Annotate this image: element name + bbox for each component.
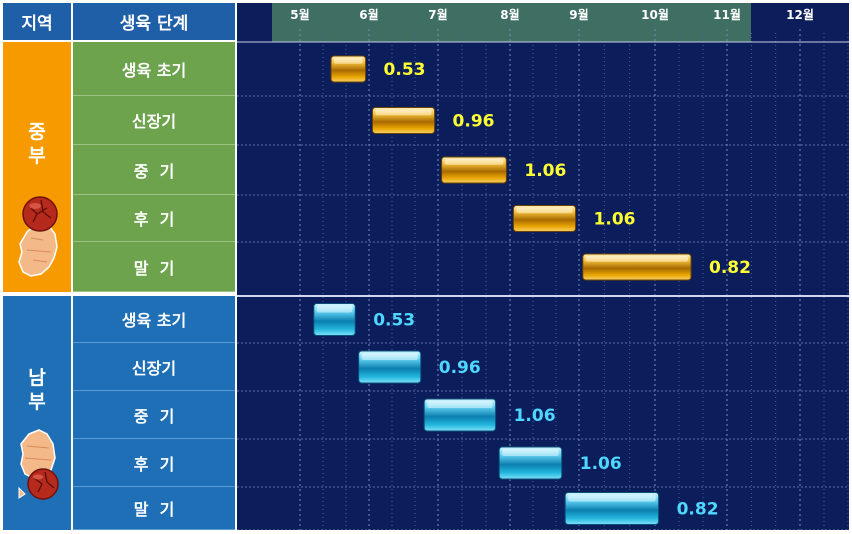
stage-label-text: 중 기 (133, 161, 175, 181)
bar-highlight (568, 494, 656, 502)
stage-label-남부-4: 말 기 (73, 487, 235, 530)
bar-value-label: 1.06 (514, 406, 556, 426)
chart-plot-area: 5월 6월 7월 8월 9월 10월 11월 12월 0.53 0.96 1.06 1.06 0.82… (237, 3, 849, 531)
stage-label-text: 후 기 (133, 210, 175, 229)
bar-중부-1 (371, 107, 436, 134)
month-tick-label: 11월 (713, 7, 741, 22)
bar-value-label: 1.06 (524, 161, 566, 181)
bar-남부-0 (313, 303, 356, 336)
stage-label-text: 신장기 (131, 358, 177, 378)
bar-중부-4 (582, 253, 692, 281)
region-central-char-1: 중 (28, 121, 46, 143)
stage-label-text: 생육 초기 (121, 60, 187, 80)
month-tick-label: 7월 (428, 7, 447, 22)
stage-column-header: 생육 단계 (73, 3, 235, 40)
stage-label-text: 신장기 (131, 112, 177, 131)
bar-value-label: 1.06 (594, 210, 636, 230)
stage-label-중부-0: 생육 초기 (73, 42, 235, 96)
stage-label-남부-1: 신장기 (73, 343, 235, 391)
region-column-header-text: 지역 (21, 14, 53, 34)
korea-map-south-icon (18, 429, 59, 500)
region-south-char-2: 부 (28, 391, 46, 413)
gantt-chart: 5월 6월 7월 8월 9월 10월 11월 12월 0.53 0.96 1.06 1.06 0.82… (237, 3, 849, 531)
bar-value-label: 0.96 (453, 112, 495, 132)
bar-value-label: 0.53 (373, 311, 415, 331)
region-central-char-2: 부 (28, 145, 46, 167)
stage-label-text: 후 기 (133, 454, 175, 474)
month-tick-label: 8월 (500, 7, 519, 22)
bar-highlight (316, 305, 353, 313)
bar-남부-4 (564, 492, 660, 525)
bar-중부-0 (330, 55, 367, 83)
bar-남부-2 (423, 398, 497, 432)
stage-label-중부-4: 말 기 (73, 242, 235, 292)
stage-label-text: 중 기 (133, 406, 175, 426)
stage-label-중부-2: 중 기 (73, 145, 235, 195)
bar-highlight (361, 353, 418, 361)
bar-value-label: 0.82 (677, 500, 719, 520)
month-tick-label: 5월 (290, 7, 309, 22)
stage-label-중부-1: 신장기 (73, 96, 235, 145)
stage-label-남부-2: 중 기 (73, 391, 235, 439)
bar-highlight (334, 58, 363, 64)
bar-highlight (516, 207, 573, 214)
bar-중부-2 (441, 156, 507, 184)
month-range-band (272, 3, 751, 42)
bar-남부-3 (498, 446, 563, 480)
stage-column-header-text: 생육 단계 (119, 14, 189, 34)
region-south-char-1: 남 (28, 367, 46, 389)
bar-highlight (444, 159, 504, 165)
bar-value-label: 0.82 (709, 258, 751, 278)
bar-highlight (502, 449, 559, 457)
month-tick-label: 9월 (569, 7, 588, 22)
bar-value-label: 0.53 (384, 60, 426, 80)
month-tick-label: 10월 (641, 7, 669, 22)
korea-map-central-icon (18, 196, 58, 277)
bar-highlight (585, 256, 688, 262)
month-tick-label: 12월 (786, 7, 814, 22)
month-tick-label: 6월 (359, 7, 378, 22)
region-column-header: 지역 (3, 3, 71, 40)
bar-value-label: 0.96 (439, 358, 481, 378)
bar-남부-1 (358, 350, 422, 384)
bar-중부-3 (512, 205, 577, 232)
stage-label-text: 말 기 (133, 500, 175, 519)
stage-label-남부-0: 생육 초기 (73, 296, 235, 343)
bar-value-label: 1.06 (580, 454, 622, 474)
region-south-cell: 남 부 (3, 296, 71, 530)
region-central-cell: 중 부 (3, 42, 71, 292)
bar-highlight (375, 109, 432, 116)
bar-highlight (427, 401, 493, 409)
stage-label-남부-3: 후 기 (73, 439, 235, 487)
stage-label-중부-3: 후 기 (73, 195, 235, 242)
stage-label-text: 생육 초기 (121, 311, 187, 330)
stage-label-text: 말 기 (133, 258, 175, 278)
